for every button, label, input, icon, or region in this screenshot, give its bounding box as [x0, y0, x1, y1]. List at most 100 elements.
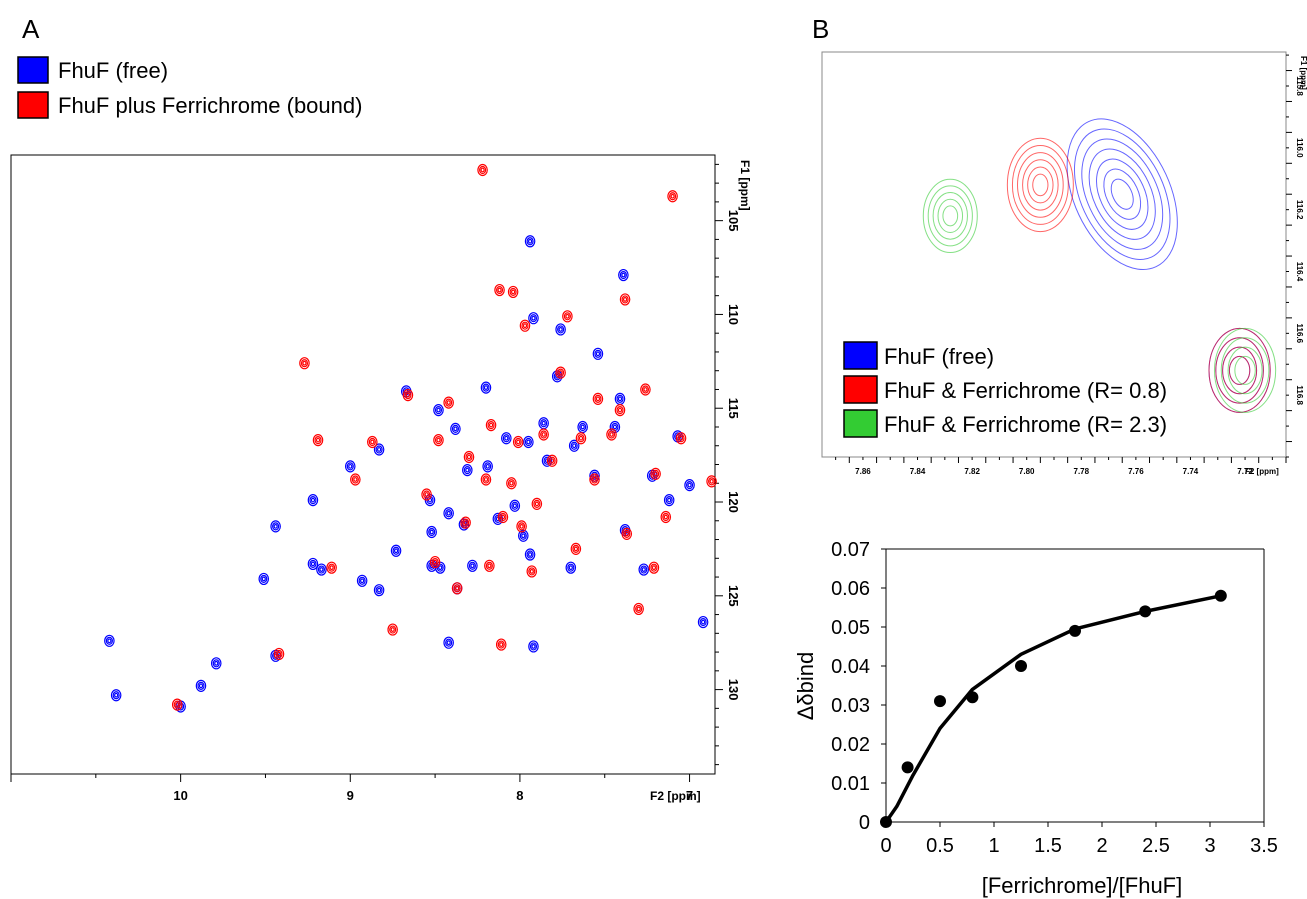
peak-contour [273, 524, 278, 529]
peak-contour [465, 467, 470, 473]
peak-contour [393, 548, 399, 554]
nmr-peak [528, 640, 539, 653]
panel-c-x-axis-title: [Ferrichrome]/[FhuF] [982, 873, 1182, 898]
peak-contour [484, 559, 495, 572]
peak-contour [451, 424, 460, 433]
peak-contour [390, 627, 395, 632]
peak-contour [573, 546, 579, 552]
peak-contour [402, 388, 414, 402]
peak-contour [670, 193, 675, 199]
peak-contour [429, 529, 434, 535]
peak-contour [485, 419, 497, 432]
peak-contour [105, 636, 113, 645]
peak-contour [346, 462, 354, 471]
peak-contour [432, 559, 438, 565]
peak-contour [507, 479, 516, 488]
peak-contour [446, 510, 451, 516]
free-peaks [104, 235, 709, 713]
peak-contour [428, 527, 436, 537]
peak-contour [484, 462, 492, 471]
peak-contour [567, 563, 575, 572]
nmr-peak [592, 392, 604, 405]
peak-contour [526, 439, 531, 445]
nmr-peak [429, 555, 441, 569]
peak-contour [480, 473, 492, 486]
peak-contour [540, 430, 548, 439]
peak-contour [465, 452, 473, 462]
peak-contour [568, 439, 580, 452]
peak-contour [107, 638, 112, 644]
peak-contour [463, 450, 475, 464]
peak-contour [633, 602, 644, 616]
peak-contour [389, 625, 397, 634]
peak-contour [462, 518, 470, 527]
peak-contour [687, 482, 692, 488]
peak-contour [487, 421, 495, 430]
nmr-peak [650, 467, 661, 480]
peak-contour [353, 477, 358, 482]
peak-contour [932, 192, 968, 240]
panel-b-contours [922, 118, 1277, 413]
peak-contour [302, 360, 307, 366]
nmr-peak [373, 584, 385, 597]
peak-contour [667, 497, 672, 503]
peak-contour [942, 205, 959, 227]
nmr-peak [258, 572, 270, 586]
peak-contour [578, 435, 584, 441]
nmr-peak [614, 392, 626, 405]
peak-contour [258, 572, 270, 586]
data-point [1214, 589, 1227, 602]
nmr-peak [171, 698, 183, 711]
peak-contour [922, 178, 978, 254]
nmr-peak [562, 310, 573, 323]
peak-contour [426, 525, 437, 539]
peak-contour [315, 437, 321, 443]
peak-contour [540, 419, 548, 428]
peak-contour [594, 394, 602, 403]
peak-contour [541, 454, 553, 467]
peak-contour [112, 691, 120, 700]
peak-contour [606, 428, 617, 441]
nmr-peak [614, 404, 626, 417]
peak-contour [348, 463, 353, 469]
nmr-peak [484, 559, 495, 572]
peak-contour [616, 406, 624, 415]
peak-contour [110, 689, 122, 702]
peak-contour [1011, 144, 1069, 225]
peak-contour [212, 659, 220, 668]
nmr-peak [518, 529, 529, 542]
nmr-peak [495, 638, 507, 651]
peak-contour [509, 287, 517, 297]
nmr-peak [433, 404, 444, 417]
nmr-peak [684, 479, 695, 492]
peak-contour [709, 478, 714, 484]
panel-c-x-tick-label: 1 [988, 835, 999, 857]
peak-contour [462, 464, 473, 477]
nmr-peak [210, 657, 222, 670]
peak-contour [641, 385, 650, 394]
peak-contour [195, 679, 207, 692]
peak-contour [622, 297, 628, 302]
peak-contour [270, 520, 281, 533]
peak-contour [531, 644, 536, 649]
peak-contour [460, 516, 471, 529]
peak-contour [273, 647, 285, 661]
peak-contour [699, 617, 707, 627]
data-point [934, 695, 946, 708]
peak-contour [541, 420, 546, 426]
peak-contour [1215, 337, 1264, 404]
peak-contour [445, 398, 453, 407]
peak-contour [429, 563, 434, 569]
peak-contour [453, 426, 458, 432]
peak-contour [434, 436, 443, 445]
peak-contour [534, 501, 540, 507]
panel-a-plot: 10 9 8 7 105 110 115 120 125 130 F2 [ppm] F1 [pp… [10, 154, 752, 803]
peak-contour [548, 456, 556, 465]
peak-contour [617, 407, 623, 413]
nmr-peak [546, 454, 558, 467]
panel-c-y-axis-title: Δδbind [793, 652, 818, 721]
peak-contour [524, 437, 532, 447]
peak-contour [433, 434, 444, 447]
peak-contour [495, 285, 504, 295]
